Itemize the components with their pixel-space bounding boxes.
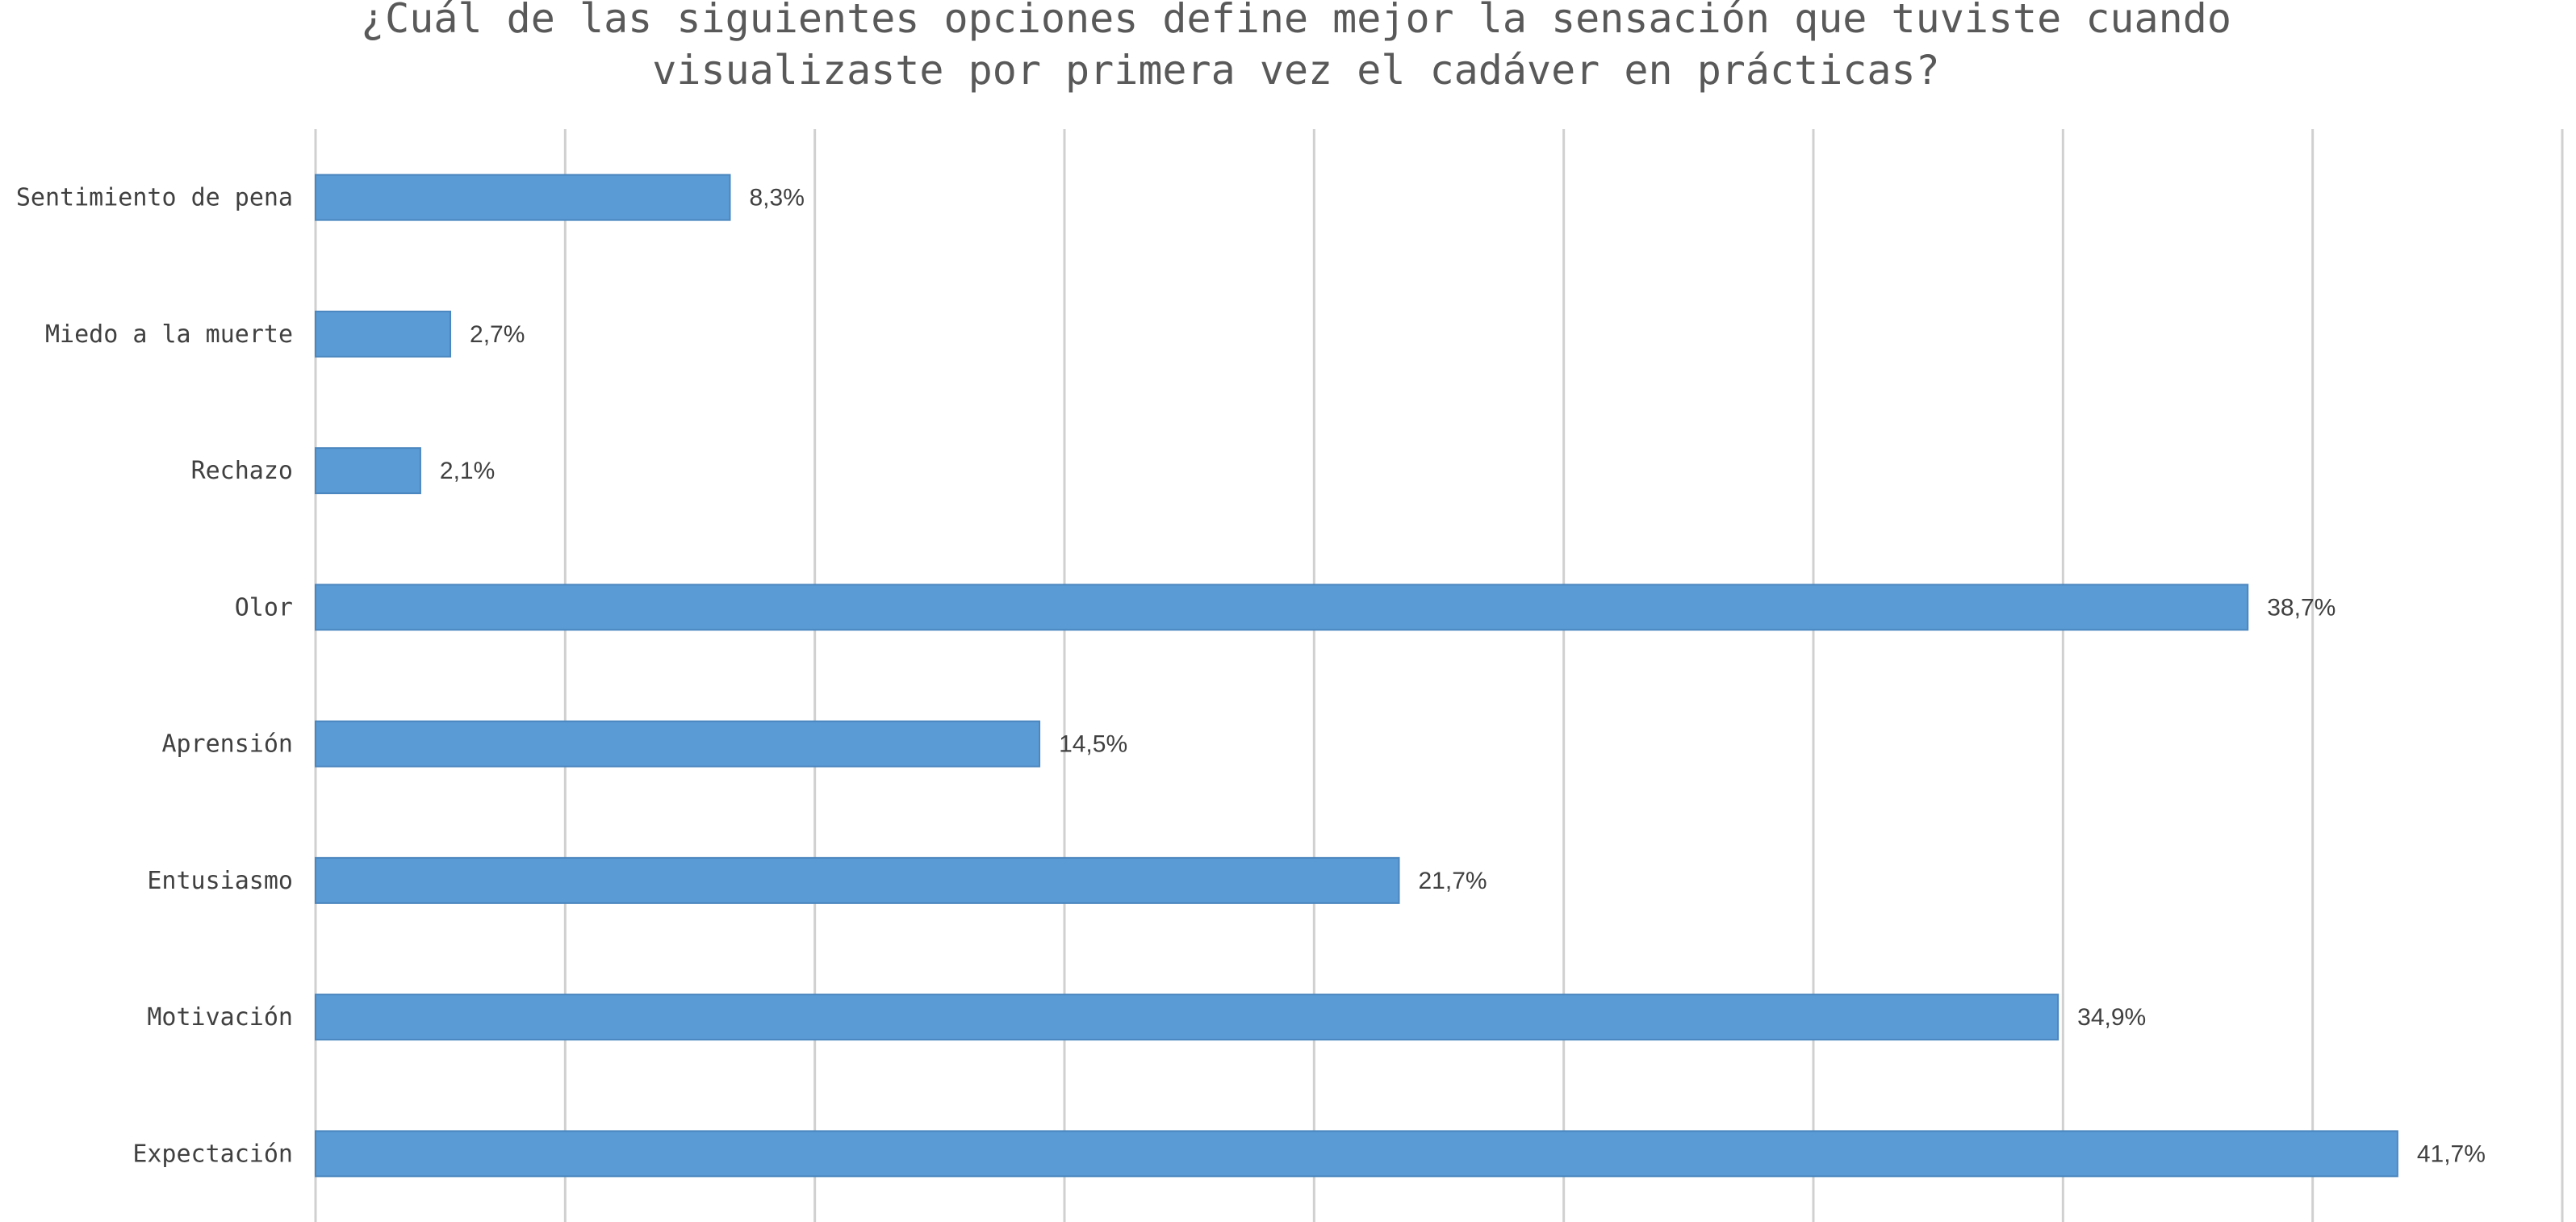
bar — [315, 310, 452, 358]
value-label: 2,7% — [470, 321, 525, 348]
value-label: 38,7% — [2267, 594, 2336, 621]
category-labels: Sentimiento de pena Miedo a la muerte Rech… — [16, 184, 293, 1169]
bar — [315, 1130, 2398, 1178]
value-label: 14,5% — [1059, 731, 1127, 758]
chart-title-line-1: ¿Cuál de las siguientes opciones define … — [361, 0, 2231, 42]
value-labels: 8,3% 2,7% 2,1% 38,7% 14,5% 21,7% 34,9% 41,7% — [440, 185, 2486, 1168]
value-label: 2,1% — [440, 458, 495, 484]
value-label: 8,3% — [749, 185, 804, 211]
category-label: Olor — [235, 593, 293, 621]
gridlines — [314, 129, 2564, 1222]
category-label: Expectación — [132, 1140, 293, 1168]
category-label: Rechazo — [191, 457, 293, 485]
category-label: Miedo a la muerte — [45, 320, 293, 349]
bar — [315, 856, 1400, 904]
bar — [315, 994, 2060, 1041]
category-label: Entusiasmo — [147, 867, 293, 895]
chart-title-line-2: visualizaste por primera vez el cadáver … — [652, 47, 1939, 94]
category-label: Motivación — [147, 1003, 293, 1032]
value-label: 21,7% — [1419, 868, 1487, 894]
category-label: Aprensión — [161, 730, 293, 759]
bar — [315, 447, 421, 495]
bar — [315, 720, 1041, 768]
bar — [315, 584, 2249, 631]
bar — [315, 174, 731, 221]
chart-title: ¿Cuál de las siguientes opciones define … — [361, 0, 2231, 94]
value-label: 41,7% — [2417, 1140, 2486, 1167]
category-label: Sentimiento de pena — [16, 184, 293, 212]
value-label: 34,9% — [2077, 1004, 2146, 1031]
bars — [315, 174, 2398, 1178]
